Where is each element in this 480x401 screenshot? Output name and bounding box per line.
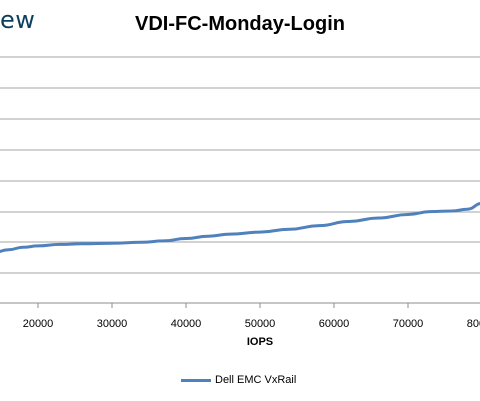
legend-swatch	[181, 378, 211, 382]
x-tick-label: 80000	[467, 318, 480, 330]
x-axis-label: IOPS	[246, 336, 274, 348]
series-lines	[0, 202, 480, 254]
legend-label: Dell EMC VxRail	[215, 374, 297, 386]
x-tick-label: 40000	[171, 318, 202, 330]
x-tick-label: 20000	[23, 318, 54, 330]
x-tick-label: 50000	[245, 318, 276, 330]
x-axis	[0, 302, 480, 308]
x-tick-label: 30000	[97, 318, 128, 330]
gridlines	[0, 56, 480, 274]
x-tick-label: 60000	[319, 318, 350, 330]
series-line-dell-emc-vxrail	[0, 202, 480, 254]
chart-title: VDI-FC-Monday-Login	[135, 13, 345, 35]
x-tick-labels: 20000 30000 40000 50000 60000 70000 80000	[23, 318, 480, 330]
brand-logo-text: ew	[0, 6, 36, 34]
x-tick-label: 70000	[393, 318, 424, 330]
legend: Dell EMC VxRail	[181, 374, 296, 386]
